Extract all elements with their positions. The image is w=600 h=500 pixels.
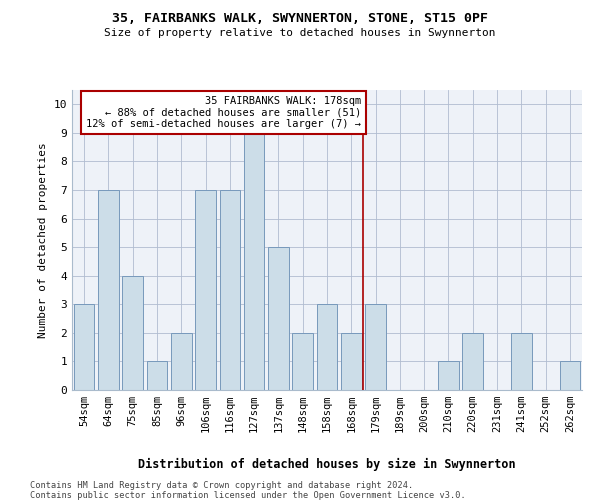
- Text: 35, FAIRBANKS WALK, SWYNNERTON, STONE, ST15 0PF: 35, FAIRBANKS WALK, SWYNNERTON, STONE, S…: [112, 12, 488, 26]
- Text: Contains public sector information licensed under the Open Government Licence v3: Contains public sector information licen…: [30, 491, 466, 500]
- Bar: [292, 333, 313, 390]
- Bar: [463, 333, 483, 390]
- Bar: [511, 333, 532, 390]
- Y-axis label: Number of detached properties: Number of detached properties: [38, 142, 48, 338]
- Bar: [171, 333, 191, 390]
- Text: 35 FAIRBANKS WALK: 178sqm
← 88% of detached houses are smaller (51)
12% of semi-: 35 FAIRBANKS WALK: 178sqm ← 88% of detac…: [86, 96, 361, 129]
- Bar: [317, 304, 337, 390]
- Text: Contains HM Land Registry data © Crown copyright and database right 2024.: Contains HM Land Registry data © Crown c…: [30, 481, 413, 490]
- Bar: [98, 190, 119, 390]
- Bar: [438, 362, 459, 390]
- Text: Size of property relative to detached houses in Swynnerton: Size of property relative to detached ho…: [104, 28, 496, 38]
- Bar: [268, 247, 289, 390]
- Bar: [74, 304, 94, 390]
- Text: Distribution of detached houses by size in Swynnerton: Distribution of detached houses by size …: [138, 458, 516, 470]
- Bar: [122, 276, 143, 390]
- Bar: [365, 304, 386, 390]
- Bar: [560, 362, 580, 390]
- Bar: [220, 190, 240, 390]
- Bar: [146, 362, 167, 390]
- Bar: [244, 133, 265, 390]
- Bar: [341, 333, 362, 390]
- Bar: [195, 190, 216, 390]
